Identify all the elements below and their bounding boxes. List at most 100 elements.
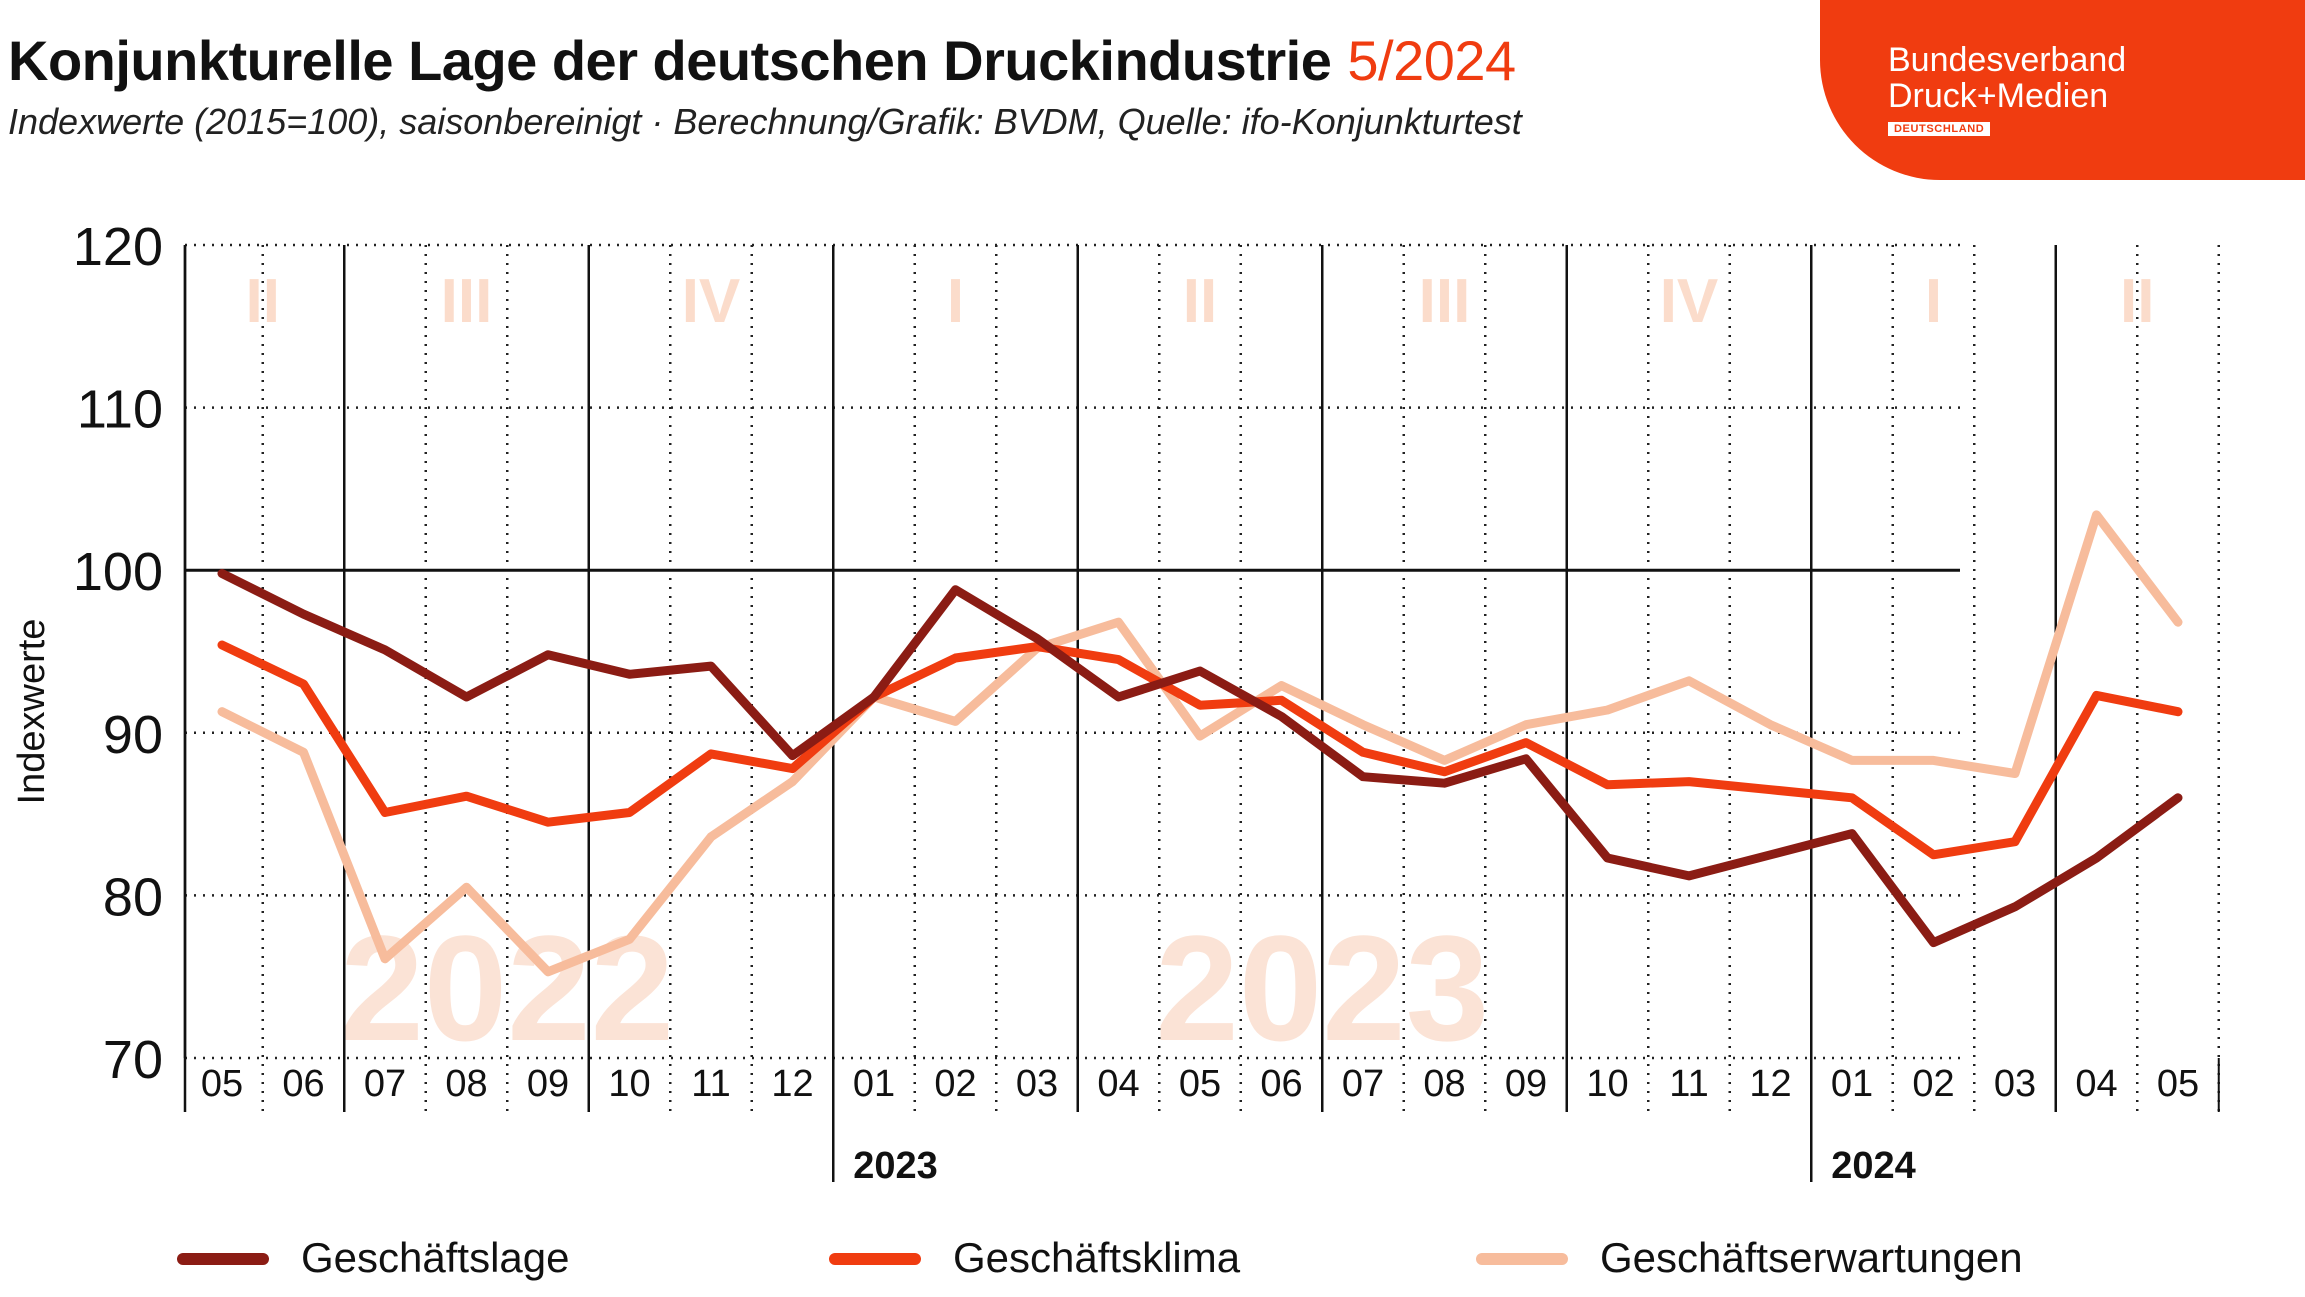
- data-point: [2177, 797, 2179, 799]
- x-tick-label: 12: [771, 1063, 813, 1105]
- brand-line-2: Druck+Medien: [1888, 77, 2109, 115]
- data-point: [1362, 776, 1364, 778]
- data-point: [466, 795, 467, 797]
- data-point: [2014, 906, 2016, 908]
- data-point: [1607, 709, 1608, 711]
- data-point: [221, 572, 223, 574]
- data-point: [1770, 789, 1771, 791]
- data-point: [1281, 716, 1282, 718]
- data-point: [221, 644, 223, 646]
- data-point: [1444, 782, 1445, 784]
- data-point: [792, 768, 793, 770]
- data-point: [303, 751, 304, 753]
- data-point: [1362, 724, 1364, 726]
- x-tick-label: 07: [1342, 1063, 1384, 1105]
- data-point: [955, 657, 956, 659]
- year-label: 2024: [1831, 1145, 1916, 1187]
- data-point: [629, 938, 630, 940]
- data-point: [2014, 841, 2016, 843]
- brand-line-1: Bundesverband: [1888, 41, 2127, 79]
- data-point: [1525, 758, 1527, 760]
- data-point: [1770, 724, 1771, 726]
- quarter-label: I: [1925, 267, 1942, 336]
- data-point: [955, 589, 956, 591]
- quarter-label: II: [1183, 267, 1217, 336]
- data-point: [1688, 875, 1690, 877]
- data-point: [710, 665, 712, 667]
- data-point: [466, 696, 467, 698]
- legend-label: Geschäftserwartungen: [1600, 1234, 2023, 1281]
- x-tick-label: 12: [1749, 1063, 1791, 1105]
- x-tick-label: 02: [934, 1063, 976, 1105]
- data-point: [1933, 942, 1934, 944]
- quarter-label: II: [2120, 267, 2154, 336]
- x-tick-label: 05: [201, 1063, 243, 1105]
- data-point: [629, 811, 630, 813]
- y-tick-label: 70: [103, 1030, 163, 1090]
- data-point: [1199, 670, 1201, 672]
- data-point: [1036, 637, 1038, 639]
- data-point: [792, 755, 793, 757]
- x-tick-label: 11: [1669, 1063, 1708, 1105]
- x-tick-label: 09: [527, 1063, 569, 1105]
- data-point: [1688, 680, 1690, 682]
- data-point: [303, 683, 304, 685]
- data-point: [1688, 781, 1690, 783]
- x-tick-label: 10: [1586, 1063, 1628, 1105]
- quarter-label: IV: [682, 267, 741, 336]
- legend-label: Geschäftsklima: [953, 1234, 1241, 1281]
- data-point: [1851, 797, 1853, 799]
- data-point: [1525, 742, 1527, 744]
- data-point: [1933, 854, 1934, 856]
- data-point: [384, 958, 386, 960]
- brand-line-3: DEUTSCHLAND: [1888, 122, 1991, 136]
- x-tick-label: 03: [1016, 1063, 1058, 1105]
- quarter-label: IV: [1660, 267, 1719, 336]
- x-tick-label: 04: [1097, 1063, 1139, 1105]
- x-tick-label: 07: [364, 1063, 406, 1105]
- data-point: [1118, 621, 1119, 623]
- data-point: [792, 781, 793, 783]
- data-point: [547, 654, 549, 656]
- data-point: [1851, 759, 1853, 761]
- x-tick-label: 04: [2075, 1063, 2117, 1105]
- data-point: [2177, 621, 2179, 623]
- header: Konjunkturelle Lage der deutschen Drucki…: [8, 28, 1522, 143]
- x-tick-label: 08: [445, 1063, 487, 1105]
- data-point: [2096, 694, 2097, 696]
- data-point: [547, 971, 549, 973]
- page-subtitle: Indexwerte (2015=100), saisonbereinigt ·…: [8, 101, 1522, 142]
- data-point: [384, 649, 386, 651]
- data-point: [710, 836, 712, 838]
- quarter-label: I: [947, 267, 964, 336]
- data-point: [1281, 699, 1282, 701]
- x-tick-label: 02: [1912, 1063, 1954, 1105]
- data-point: [1199, 735, 1201, 737]
- data-point: [2096, 514, 2097, 516]
- data-point: [1036, 646, 1038, 648]
- data-point: [466, 886, 467, 888]
- data-point: [2177, 711, 2179, 713]
- data-point: [873, 696, 875, 698]
- data-point: [1525, 724, 1527, 726]
- data-point: [384, 811, 386, 813]
- page-title: Konjunkturelle Lage der deutschen Drucki…: [8, 28, 1522, 93]
- quarter-label: III: [441, 267, 493, 336]
- data-point: [955, 720, 956, 722]
- data-point: [221, 711, 223, 713]
- data-point: [1607, 784, 1608, 786]
- y-tick-label: 120: [73, 217, 163, 277]
- data-point: [1444, 759, 1445, 761]
- x-tick-label: 01: [853, 1063, 895, 1105]
- data-point: [1118, 659, 1119, 661]
- data-point: [1444, 771, 1445, 773]
- data-point: [1851, 833, 1853, 835]
- x-tick-label: 06: [1260, 1063, 1302, 1105]
- x-tick-label: 09: [1505, 1063, 1547, 1105]
- title-text: Konjunkturelle Lage der deutschen Drucki…: [8, 29, 1332, 92]
- data-point: [1607, 857, 1608, 859]
- data-point: [1118, 696, 1119, 698]
- y-axis-label: Indexwerte: [11, 619, 53, 805]
- title-date: 5/2024: [1347, 29, 1516, 92]
